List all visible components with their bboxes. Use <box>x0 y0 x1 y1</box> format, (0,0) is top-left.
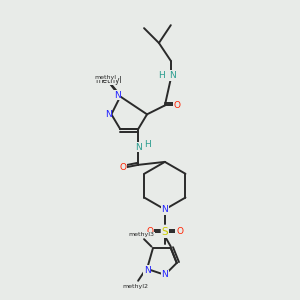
Text: H: H <box>144 140 150 148</box>
Text: methyl3: methyl3 <box>128 232 154 237</box>
Text: N: N <box>144 266 150 275</box>
Text: N: N <box>114 91 121 100</box>
Text: O: O <box>146 227 154 236</box>
Text: S: S <box>161 227 168 237</box>
Text: N: N <box>135 142 142 152</box>
Text: N: N <box>161 205 168 214</box>
Text: methyl2: methyl2 <box>122 284 148 289</box>
Text: H: H <box>158 71 165 80</box>
Text: methyl: methyl <box>103 74 108 76</box>
Text: N: N <box>169 71 176 80</box>
Text: O: O <box>176 227 183 236</box>
Text: methyl: methyl <box>95 76 122 85</box>
Text: methyl: methyl <box>96 75 118 80</box>
Text: O: O <box>173 101 180 110</box>
Text: methyl: methyl <box>94 75 116 80</box>
Text: N: N <box>105 110 112 119</box>
Text: O: O <box>120 163 127 172</box>
Text: N: N <box>161 270 168 279</box>
